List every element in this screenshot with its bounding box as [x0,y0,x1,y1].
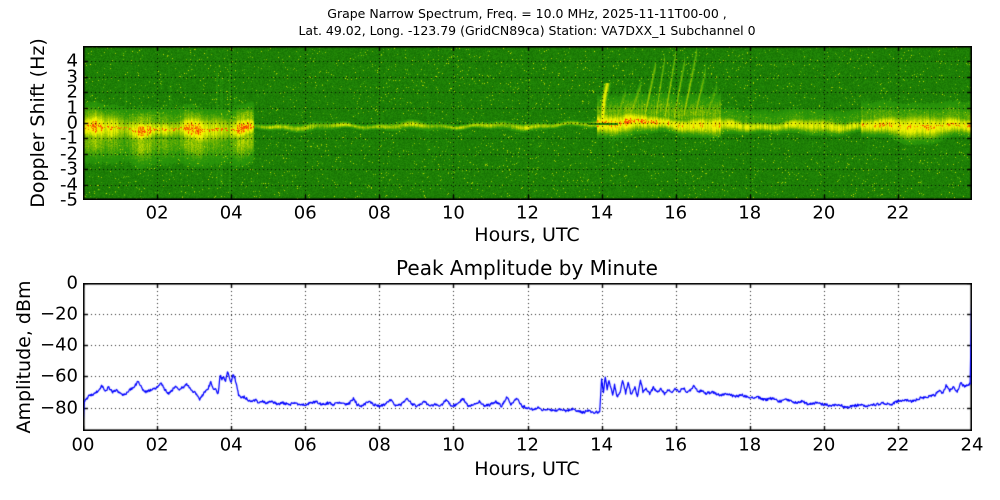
amp-ytick-−80: −80 [40,397,78,419]
spec-ytick--5: -5 [60,189,78,211]
amp-ytick-0: 0 [66,272,78,294]
amp-xtick-22: 22 [886,434,910,456]
spec-xtick-08: 08 [367,202,391,224]
amp-ytick-−40: −40 [40,334,78,356]
spec-ytick-3: 3 [66,66,78,88]
amp-ytick-−60: −60 [40,365,78,387]
spectrogram-title-line2: Lat. 49.02, Long. -123.79 (GridCN89ca) S… [298,23,756,38]
amplitude-ylabel: Amplitude, dBm [13,280,35,434]
spec-ytick-2: 2 [66,81,78,103]
amp-ytick-−20: −20 [40,303,78,325]
amplitude-plot [83,283,972,431]
spec-xtick-12: 12 [516,202,539,224]
amp-xtick-12: 12 [516,434,539,456]
spec-xtick-16: 16 [664,202,688,224]
spec-xtick-18: 18 [738,202,762,224]
spec-ytick--2: -2 [60,143,78,165]
spec-xtick-04: 04 [219,202,243,224]
amp-xtick-08: 08 [367,434,391,456]
amp-xtick-10: 10 [441,434,465,456]
spec-ytick--4: -4 [60,174,78,196]
spec-xtick-22: 22 [886,202,910,224]
spec-xtick-20: 20 [812,202,836,224]
spec-ytick--1: -1 [60,127,78,149]
amp-xtick-20: 20 [812,434,836,456]
amplitude-xlabel: Hours, UTC [474,458,580,480]
spec-ytick-4: 4 [66,50,78,72]
spectrogram-title-line1: Grape Narrow Spectrum, Freq. = 10.0 MHz,… [327,6,727,21]
spec-xtick-10: 10 [441,202,465,224]
amp-xtick-02: 02 [145,434,169,456]
amp-xtick-16: 16 [664,434,688,456]
amp-xtick-24: 24 [960,434,984,456]
spec-xtick-14: 14 [590,202,614,224]
spec-ytick-1: 1 [66,97,78,119]
amplitude-title: Peak Amplitude by Minute [396,256,658,280]
spectrogram-ylabel: Doppler Shift (Hz) [27,38,49,208]
spectrogram-xlabel: Hours, UTC [474,224,580,246]
spectrogram-title: Grape Narrow Spectrum, Freq. = 10.0 MHz,… [298,5,755,39]
spec-xtick-06: 06 [293,202,317,224]
spectrogram-plot [83,46,972,200]
amp-xtick-18: 18 [738,434,762,456]
amp-xtick-04: 04 [219,434,243,456]
spec-ytick-0: 0 [66,112,78,134]
amp-xtick-14: 14 [590,434,614,456]
spec-xtick-02: 02 [145,202,169,224]
spec-ytick--3: -3 [60,158,78,180]
amp-xtick-06: 06 [293,434,317,456]
amp-xtick-00: 00 [71,434,95,456]
